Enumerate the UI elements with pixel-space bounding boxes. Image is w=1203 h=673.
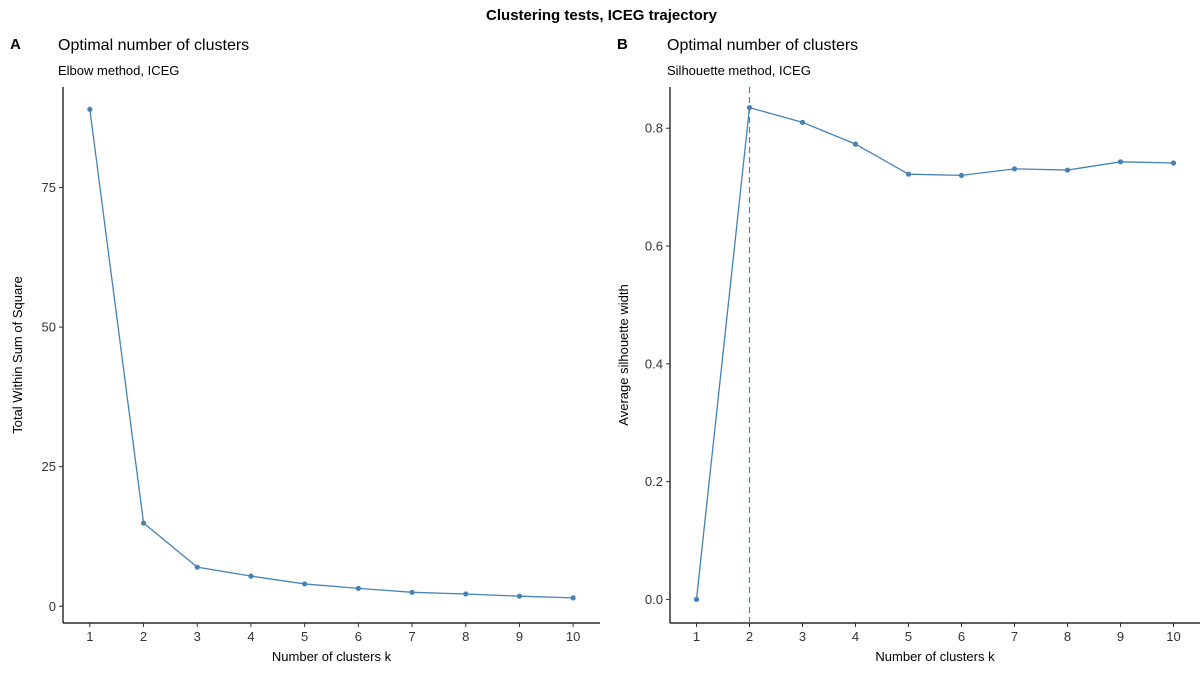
- x-tick-label: 7: [1011, 629, 1018, 644]
- chart-panel-a: 1 2 3 4 5 6 7 8 9 10 0 25 50 75 Number of clusters k To…: [10, 87, 600, 664]
- panel-a-subtitle: Elbow method, ICEG: [58, 63, 180, 78]
- series-line: [89, 109, 574, 599]
- data-point: [958, 172, 965, 178]
- x-tick-label: 5: [301, 629, 308, 644]
- x-axis-label: Number of clusters k: [272, 649, 392, 664]
- panel-a-tag: A: [10, 36, 21, 53]
- x-tick-label: 9: [1117, 629, 1124, 644]
- data-point: [248, 573, 254, 579]
- y-tick-label: 0.0: [645, 592, 663, 607]
- panel-b-tag: B: [617, 36, 628, 53]
- x-tick-label: 1: [86, 629, 93, 644]
- panel-a-title: Optimal number of clusters: [58, 37, 250, 54]
- data-point: [463, 591, 469, 597]
- x-tick-label: 2: [746, 629, 753, 644]
- panel-b-title: Optimal number of clusters: [667, 37, 859, 54]
- data-point: [1064, 167, 1071, 173]
- x-tick-label: 6: [958, 629, 965, 644]
- panel-b-subtitle: Silhouette method, ICEG: [667, 63, 811, 78]
- x-tick-label: 5: [905, 629, 912, 644]
- x-tick-label: 7: [408, 629, 415, 644]
- x-tick-label: 6: [355, 629, 362, 644]
- y-tick-label: 0.6: [645, 239, 663, 254]
- x-tick-label: 10: [1166, 629, 1180, 644]
- y-axis-label: Average silhouette width: [616, 284, 631, 425]
- data-point: [1117, 159, 1124, 165]
- data-point: [693, 596, 700, 603]
- data-point: [799, 119, 806, 125]
- data-point: [746, 105, 753, 111]
- y-tick-label: 50: [42, 320, 56, 335]
- x-tick-label: 9: [516, 629, 523, 644]
- x-tick-label: 4: [247, 629, 254, 644]
- series-line: [695, 106, 1174, 600]
- y-tick-label: 0.4: [645, 356, 663, 371]
- x-tick-label: 4: [852, 629, 859, 644]
- y-tick-label: 0: [49, 599, 56, 614]
- data-point: [140, 520, 147, 526]
- chart-panel-b: 1 2 3 4 5 6 7 8 9 10 0.0 0.2 0.4 0.6 0.8 Number of clus…: [616, 87, 1200, 664]
- data-point: [570, 595, 576, 601]
- data-point: [905, 171, 912, 177]
- data-point: [1170, 160, 1177, 166]
- y-tick-label: 0.2: [645, 474, 663, 489]
- x-tick-label: 3: [194, 629, 201, 644]
- y-tick-label: 75: [42, 180, 56, 195]
- x-tick-label: 1: [693, 629, 700, 644]
- figure-title: Clustering tests, ICEG trajectory: [486, 7, 717, 24]
- data-point: [516, 593, 523, 599]
- data-point: [355, 585, 361, 591]
- data-point: [194, 564, 200, 570]
- y-tick-label: 25: [42, 459, 56, 474]
- x-tick-label: 3: [799, 629, 806, 644]
- data-point: [852, 141, 859, 147]
- x-axis-label: Number of clusters k: [875, 649, 995, 664]
- x-tick-label: 8: [462, 629, 469, 644]
- x-tick-label: 8: [1064, 629, 1071, 644]
- x-tick-label: 10: [566, 629, 580, 644]
- data-point: [302, 581, 308, 587]
- data-point: [1011, 166, 1018, 172]
- data-point: [87, 106, 93, 112]
- data-point: [409, 589, 415, 595]
- y-tick-label: 0.8: [645, 121, 663, 136]
- y-axis-label: Total Within Sum of Square: [10, 276, 25, 434]
- x-tick-label: 2: [140, 629, 147, 644]
